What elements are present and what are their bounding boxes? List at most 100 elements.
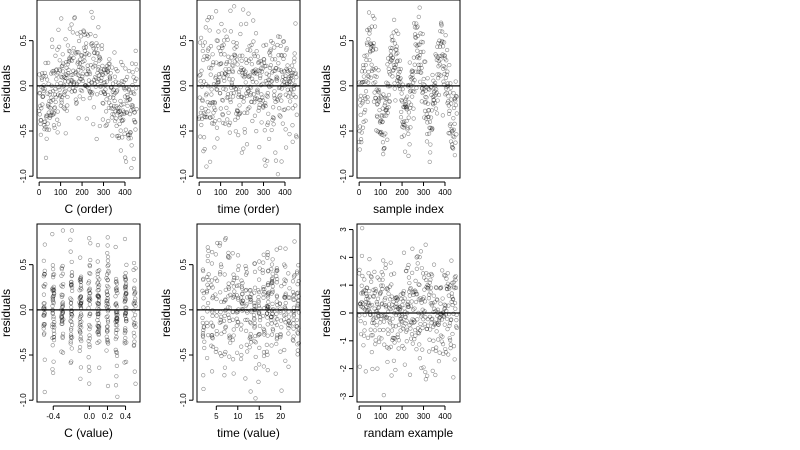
x-tick-label: 300	[417, 188, 431, 197]
data-point	[238, 31, 243, 37]
data-point	[96, 329, 101, 335]
data-point	[424, 95, 429, 100]
data-point	[365, 301, 370, 306]
data-point	[131, 90, 136, 95]
data-point	[78, 311, 84, 316]
data-point	[88, 311, 93, 317]
data-point	[217, 91, 223, 96]
data-point	[87, 313, 92, 318]
data-point	[123, 278, 128, 283]
data-point	[439, 339, 444, 344]
data-point	[95, 323, 100, 328]
data-point	[360, 125, 366, 130]
data-point	[399, 319, 404, 324]
y-tick-label: -0.5	[339, 124, 348, 138]
data-point	[128, 136, 133, 141]
data-point	[94, 136, 99, 142]
data-point	[358, 301, 363, 306]
data-point	[256, 332, 262, 337]
data-point	[50, 303, 55, 309]
data-point	[358, 97, 363, 102]
data-point	[294, 324, 299, 329]
data-point	[65, 43, 70, 48]
data-point	[125, 74, 130, 80]
data-point	[402, 119, 407, 124]
data-point	[78, 300, 83, 305]
data-point	[96, 331, 101, 336]
data-point	[265, 304, 271, 309]
data-point	[398, 328, 403, 333]
data-point	[200, 97, 205, 102]
data-point	[113, 294, 118, 299]
data-point	[431, 78, 436, 83]
data-point	[96, 303, 101, 308]
data-point	[398, 304, 403, 309]
data-point	[125, 103, 130, 108]
data-point	[41, 283, 46, 288]
data-point	[453, 274, 458, 279]
data-point	[411, 292, 416, 297]
data-point	[378, 290, 383, 295]
data-point	[451, 375, 456, 380]
data-point	[90, 80, 95, 85]
data-point	[113, 66, 119, 72]
data-point	[66, 48, 72, 53]
data-point	[223, 287, 228, 293]
data-point	[69, 53, 74, 59]
data-point	[40, 86, 46, 91]
x-tick-label: 100	[54, 188, 68, 197]
data-point	[390, 337, 395, 343]
data-point	[253, 366, 258, 371]
data-point	[124, 319, 129, 324]
data-point	[105, 329, 110, 334]
data-point	[114, 327, 119, 333]
data-point	[374, 315, 379, 320]
data-point	[252, 269, 258, 274]
data-point	[417, 254, 422, 260]
data-point	[88, 271, 93, 276]
data-point	[369, 349, 374, 355]
data-point	[131, 107, 136, 112]
data-point	[41, 123, 47, 128]
data-point	[42, 331, 47, 336]
x-tick-label: 300	[97, 188, 111, 197]
data-point	[123, 283, 128, 288]
data-point	[210, 294, 216, 299]
data-point	[436, 76, 441, 81]
points-layer	[37, 9, 139, 171]
data-point	[417, 342, 422, 347]
data-point	[373, 66, 378, 71]
data-point	[449, 129, 454, 134]
data-point	[51, 68, 56, 74]
data-point	[243, 263, 248, 269]
x-tick-label: 400	[438, 412, 452, 421]
data-point	[395, 297, 401, 302]
data-point	[262, 290, 267, 295]
data-point	[392, 296, 398, 301]
data-point	[416, 14, 421, 19]
data-point	[236, 92, 241, 97]
data-point	[105, 340, 110, 345]
data-point	[451, 91, 456, 96]
data-point	[217, 75, 222, 80]
data-point	[79, 65, 84, 70]
data-point	[270, 115, 276, 120]
data-point	[60, 335, 65, 340]
data-point	[441, 64, 446, 69]
data-point	[375, 102, 380, 107]
data-point	[388, 45, 393, 50]
data-point	[108, 103, 114, 108]
data-point	[213, 76, 218, 81]
data-point	[92, 50, 97, 55]
data-point	[271, 93, 277, 98]
data-point	[81, 28, 86, 33]
data-point	[119, 102, 124, 108]
data-point	[450, 331, 455, 337]
data-point	[287, 323, 292, 328]
data-point	[248, 56, 253, 61]
data-point	[404, 339, 409, 344]
data-point	[200, 288, 205, 293]
data-point	[439, 20, 444, 25]
data-point	[51, 275, 56, 280]
